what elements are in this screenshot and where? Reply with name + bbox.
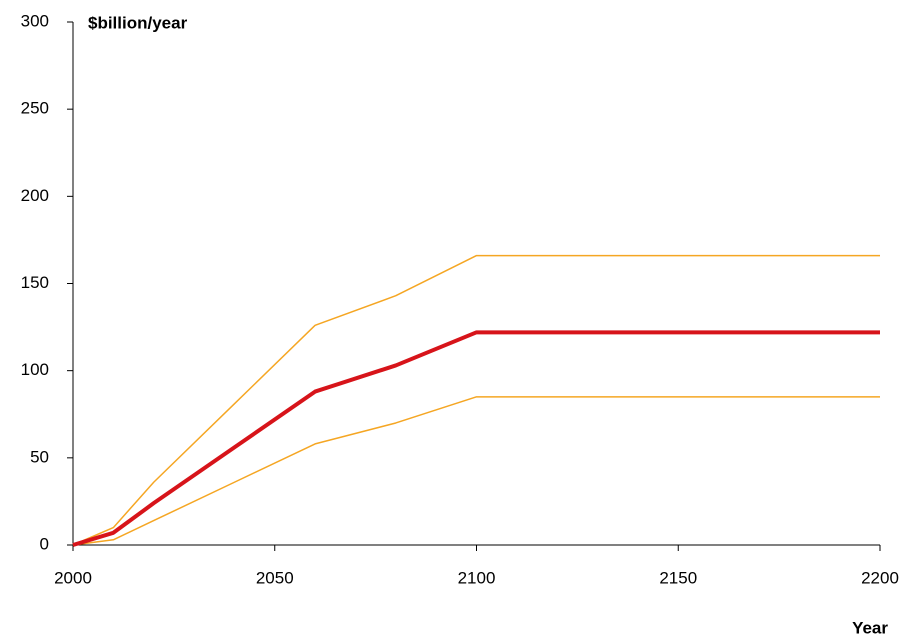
y-tick-label: 50 — [30, 447, 49, 466]
y-tick-label: 150 — [21, 273, 49, 292]
x-tick-label: 2050 — [256, 568, 294, 587]
series-line — [72, 396, 880, 546]
x-tick-label: 2200 — [861, 568, 899, 587]
x-tick-label: 2100 — [458, 568, 496, 587]
x-tick-label: 2150 — [659, 568, 697, 587]
y-tick-label: 200 — [21, 186, 49, 205]
y-tick-label: 250 — [21, 99, 49, 118]
y-tick-label: 300 — [21, 11, 49, 30]
x-tick-label: 2000 — [54, 568, 92, 587]
x-axis-label: Year — [852, 618, 888, 637]
series-line — [72, 330, 880, 547]
y-axis-label: $billion/year — [88, 13, 188, 32]
series-line — [72, 254, 880, 546]
y-tick-label: 0 — [40, 534, 49, 553]
y-tick-label: 100 — [21, 360, 49, 379]
